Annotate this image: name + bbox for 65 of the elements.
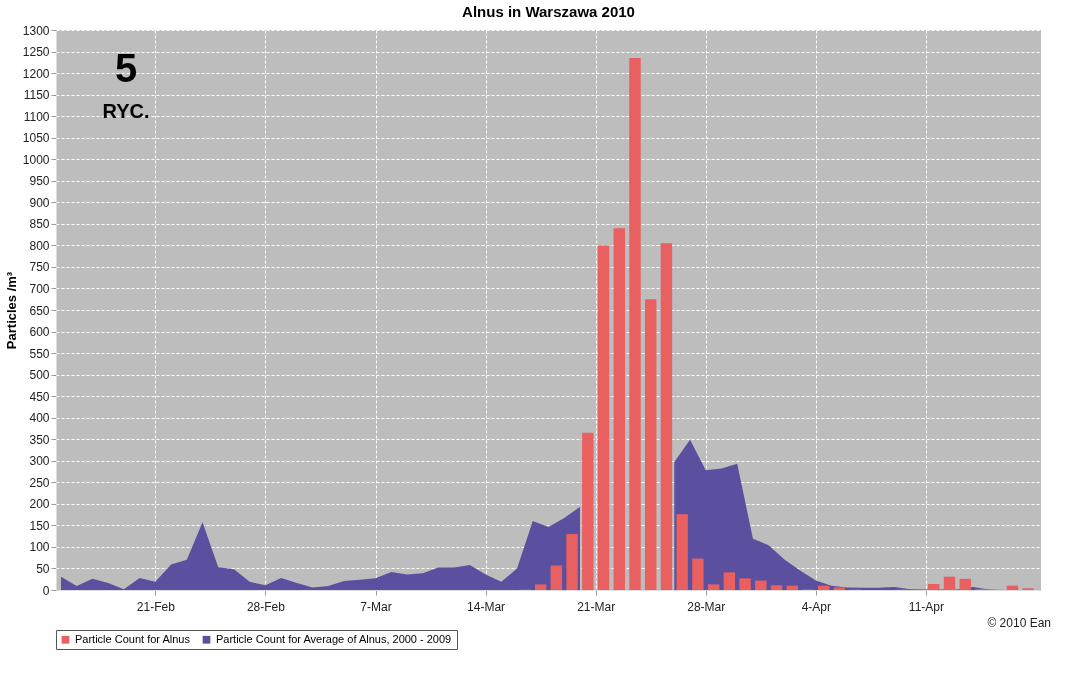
bar (692, 558, 704, 590)
y-tick-label: 700 (29, 281, 50, 296)
x-tick-label: 4-Apr (801, 599, 832, 614)
bar (534, 584, 547, 590)
y-tick-label: 400 (29, 411, 50, 426)
y-tick-label: 750 (29, 260, 50, 275)
x-tick-label: 11-Apr (908, 599, 944, 614)
annotation: 5 (114, 46, 138, 90)
y-tick-label: 900 (29, 195, 50, 210)
y-tick-label: 1150 (23, 88, 50, 103)
bar (1006, 585, 1019, 590)
y-tick-label: 850 (29, 217, 50, 232)
y-axis-title: Particles /m³ (3, 271, 19, 350)
bar (707, 584, 720, 590)
annotation: RYC. (102, 100, 150, 122)
bar (928, 583, 940, 590)
bar (613, 228, 625, 590)
bar (582, 432, 594, 590)
bar (739, 578, 751, 590)
y-tick-label: 1300 (22, 23, 50, 38)
y-tick-label: 50 (36, 561, 50, 576)
y-tick-label: 300 (29, 454, 50, 469)
bar (817, 585, 830, 590)
y-tick-label: 350 (29, 432, 50, 447)
bar (597, 245, 610, 590)
bar (786, 585, 798, 590)
bar (566, 534, 578, 590)
bar (943, 576, 956, 590)
y-tick-label: 250 (29, 475, 50, 490)
bar (755, 580, 767, 590)
text: © 2010 Ean (987, 616, 1051, 630)
chart-title: Alnus in Warszawa 2010 (462, 3, 635, 20)
bar (550, 565, 563, 590)
y-tick-label: 1250 (22, 45, 50, 60)
y-tick-label: 1100 (23, 109, 50, 124)
bar (629, 58, 641, 590)
x-tick-label: 28-Feb (246, 599, 286, 614)
y-tick-label: 500 (29, 368, 50, 383)
y-tick-label: 1000 (22, 152, 50, 167)
x-tick-label: 7-Mar (360, 599, 392, 614)
bar (645, 299, 657, 590)
y-tick-label: 800 (29, 238, 50, 253)
legend-label: Particle Count for Average of Alnus, 2000 - 2009 (216, 632, 452, 645)
bar (959, 578, 971, 590)
x-tick-label: 21-Feb (136, 599, 176, 614)
y-tick-label: 650 (29, 303, 50, 318)
x-tick-label: 14-Mar (467, 599, 506, 614)
bar (770, 585, 783, 590)
y-tick-label: 100 (29, 540, 50, 555)
y-tick-label: 950 (29, 174, 50, 189)
x-tick-label: 28-Mar (687, 599, 726, 614)
y-tick-label: 600 (29, 325, 50, 340)
bar (833, 587, 846, 590)
legend-label: Particle Count for Alnus (75, 632, 191, 645)
y-tick-label: 450 (29, 389, 50, 404)
y-tick-label: 0 (42, 583, 50, 598)
x-tick-label: 21-Mar (577, 599, 616, 614)
bar (676, 514, 688, 590)
y-tick-label: 1200 (22, 66, 50, 81)
y-tick-label: 550 (29, 346, 50, 361)
y-tick-label: 200 (29, 497, 50, 512)
y-tick-label: 1050 (22, 131, 50, 146)
y-tick-label: 150 (29, 518, 50, 533)
bar (723, 572, 736, 590)
bar (660, 243, 673, 590)
